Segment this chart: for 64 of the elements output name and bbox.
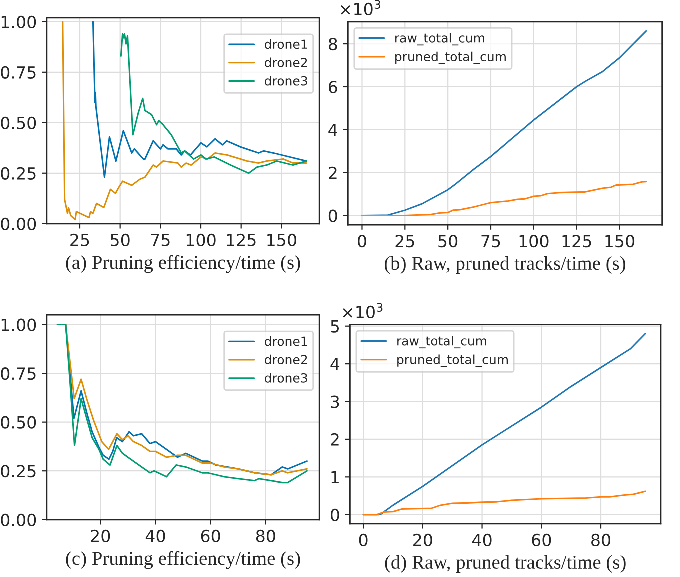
x-tick-label: 100 (186, 234, 216, 246)
x-tick-label: 0 (359, 534, 368, 547)
x-tick-label: 75 (482, 235, 500, 248)
x-tick-label: 150 (268, 234, 296, 246)
x-tick-label: 100 (520, 235, 549, 248)
x-tick-label: 20 (414, 534, 432, 547)
legend-label: raw_total_cum (398, 336, 486, 349)
x-tick-label: 40 (146, 530, 166, 542)
y-tick-label: 4 (330, 358, 340, 370)
line-series (62, 21, 308, 221)
x-axis-title: (b) Raw, pruned tracks/time (s) (384, 256, 626, 274)
line-series (92, 21, 308, 178)
x-tick-label: 0 (358, 235, 366, 248)
line-series (362, 490, 646, 516)
x-tick-label: 20 (91, 530, 110, 542)
y-tick-label: 1 (332, 471, 339, 484)
x-tick-label: 60 (201, 530, 220, 542)
y-tick-label: 0.00 (1, 218, 36, 230)
y-tick-label: 4 (328, 124, 338, 136)
legend-label: drone3 (265, 373, 308, 383)
y-tick-label: 0.50 (1, 416, 36, 429)
text: ×10$^{3}$ (341, 0, 381, 16)
legend-label: raw_total_cum (396, 33, 484, 46)
y-tick-label: 0.25 (1, 167, 36, 180)
legend-label: drone2 (265, 58, 308, 68)
x-tick-label: 50 (438, 235, 458, 248)
y-tick-label: 2 (329, 166, 337, 180)
x-tick-label: 25 (396, 235, 414, 248)
legend-label: pruned_total_cum (396, 52, 506, 64)
x-tick-label: 80 (256, 530, 276, 542)
legend-label: pruned_total_cum (398, 354, 508, 368)
line-series (361, 181, 648, 217)
y-tick-label: 0.75 (1, 368, 36, 380)
y-tick-label: 1.00 (2, 318, 36, 332)
legend-label: drone2 (265, 354, 308, 365)
y-tick-label: 5 (331, 320, 340, 333)
x-tick-label: 75 (151, 234, 170, 246)
x-tick-label: 40 (472, 534, 492, 547)
y-tick-label: 3 (331, 396, 340, 408)
legend-label: drone3 (265, 76, 308, 86)
legend-label: drone1 (265, 336, 308, 346)
y-tick-label: 0.75 (1, 66, 36, 79)
x-axis-title: (d) Raw, pruned tracks/time (s) (385, 555, 626, 573)
x-axis-title: (c) Pruning efficiency/time (s) (66, 551, 300, 570)
line-series (120, 33, 308, 174)
text: ×10$^{3}$ (343, 303, 383, 319)
y-tick-label: 6 (329, 80, 338, 94)
y-tick-label: 0.25 (1, 465, 36, 478)
y-tick-label: 0.50 (1, 116, 36, 130)
x-tick-label: 60 (532, 534, 552, 547)
y-tick-label: 0.00 (1, 514, 36, 526)
x-tick-label: 25 (70, 234, 90, 246)
x-axis-title: (a) Pruning efficiency/time (s) (66, 255, 300, 274)
legend-label: drone1 (265, 39, 308, 50)
y-tick-label: 2 (331, 433, 339, 446)
x-tick-label: 125 (562, 235, 592, 248)
x-tick-label: 125 (227, 234, 256, 246)
x-tick-label: 80 (592, 534, 610, 547)
x-tick-label: 50 (111, 234, 130, 246)
y-tick-label: 0 (328, 210, 338, 222)
y-tick-label: 1.00 (2, 16, 36, 28)
y-tick-label: 8 (328, 38, 338, 51)
x-tick-label: 150 (606, 235, 635, 248)
y-tick-label: 0 (330, 508, 340, 522)
